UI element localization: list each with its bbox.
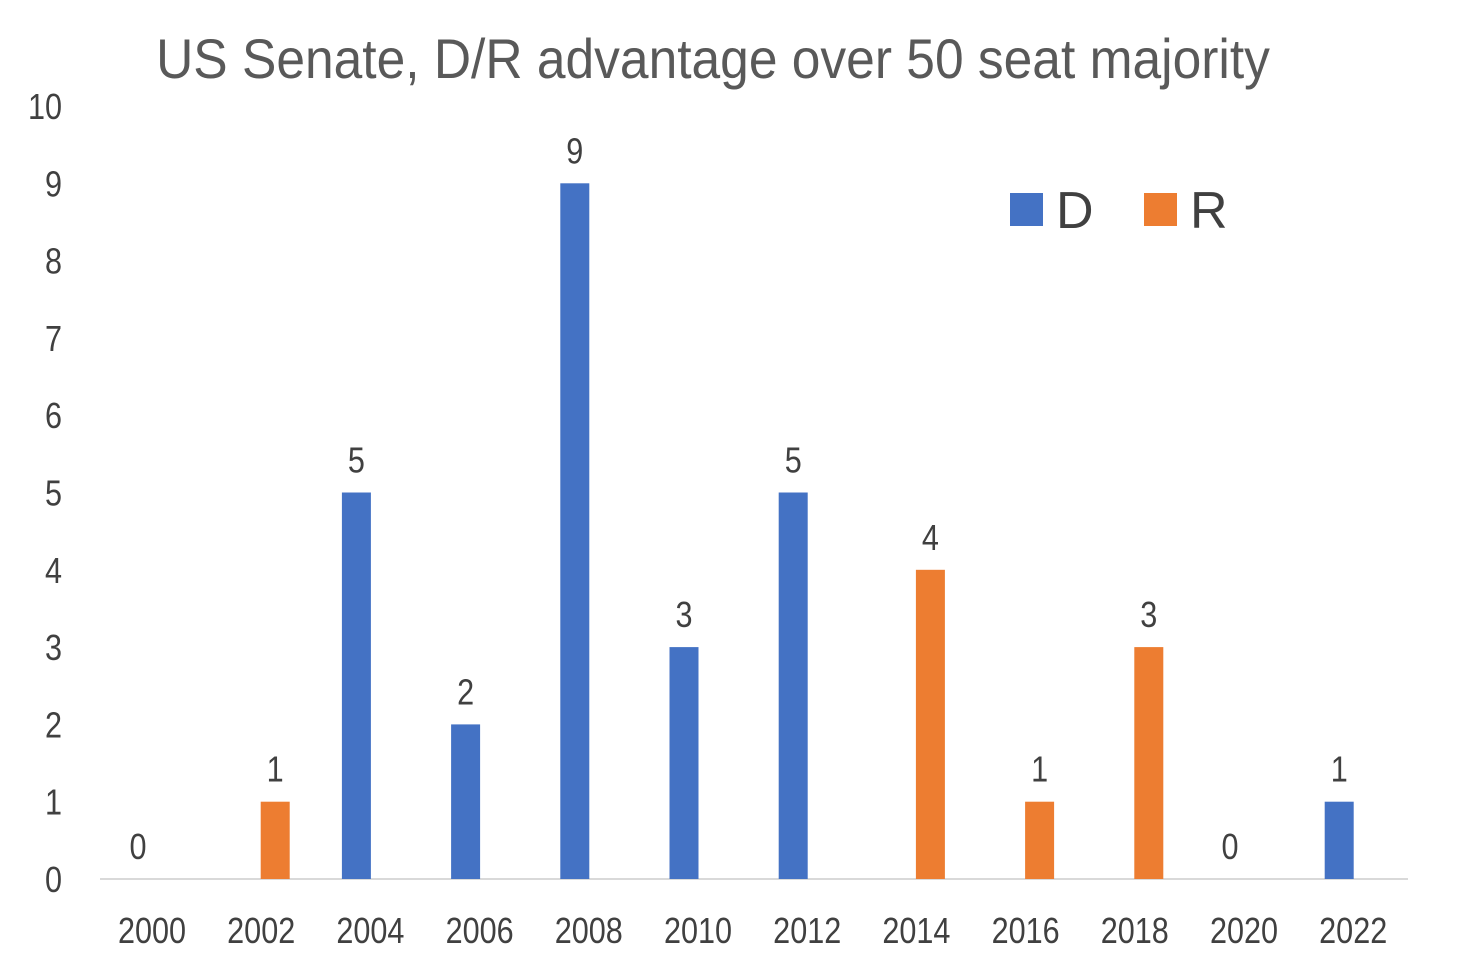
y-tick-label: 0	[45, 861, 62, 901]
bar-R-2014	[915, 569, 945, 879]
data-label: 0	[129, 828, 146, 868]
y-tick-label: 10	[28, 88, 62, 128]
y-tick-label: 5	[45, 474, 62, 514]
x-tick-label: 2004	[336, 912, 404, 952]
y-tick-label: 3	[45, 629, 62, 669]
data-label: 0	[1221, 828, 1238, 868]
data-label: 1	[1031, 750, 1048, 790]
y-tick-label: 9	[45, 165, 62, 205]
x-tick-label: 2002	[227, 912, 295, 952]
bar-D-2010	[669, 647, 699, 879]
data-label: 5	[348, 441, 365, 481]
x-tick-label: 2006	[446, 912, 514, 952]
data-label: 3	[1140, 596, 1157, 636]
x-tick-label: 2018	[1101, 912, 1169, 952]
x-tick-label: 2014	[882, 912, 950, 952]
data-label: 4	[922, 519, 939, 559]
x-tick-label: 2016	[992, 912, 1060, 952]
legend-label-R: R	[1190, 182, 1228, 240]
legend-swatch-R	[1144, 193, 1177, 226]
x-tick-label: 2020	[1210, 912, 1278, 952]
x-tick-label: 2010	[664, 912, 732, 952]
y-tick-label: 2	[45, 706, 62, 746]
x-tick-label: 2022	[1319, 912, 1387, 952]
bar-D-2006	[451, 724, 481, 879]
bar-D-2022	[1324, 801, 1354, 879]
bar-R-2018	[1134, 647, 1164, 879]
bar-R-2002	[260, 801, 290, 879]
data-label: 2	[457, 673, 474, 713]
bar-D-2008	[560, 183, 590, 880]
x-tick-label: 2012	[773, 912, 841, 952]
chart-title: US Senate, D/R advantage over 50 seat ma…	[156, 28, 1270, 90]
data-label: 3	[675, 596, 692, 636]
y-tick-label: 6	[45, 397, 62, 437]
y-tick-label: 7	[45, 320, 62, 360]
x-tick-label: 2000	[118, 912, 186, 952]
bar-D-2012	[778, 492, 808, 879]
data-label: 5	[785, 441, 802, 481]
data-label: 1	[267, 750, 284, 790]
legend-swatch-D	[1010, 193, 1043, 226]
data-label: 1	[1331, 750, 1348, 790]
bar-R-2016	[1025, 801, 1055, 879]
legend-label-D: D	[1056, 182, 1094, 240]
y-tick-label: 8	[45, 242, 62, 282]
y-tick-label: 4	[45, 552, 62, 592]
data-label: 9	[566, 132, 583, 172]
y-tick-label: 1	[45, 783, 62, 823]
x-tick-label: 2008	[555, 912, 623, 952]
bar-D-2004	[341, 492, 371, 879]
